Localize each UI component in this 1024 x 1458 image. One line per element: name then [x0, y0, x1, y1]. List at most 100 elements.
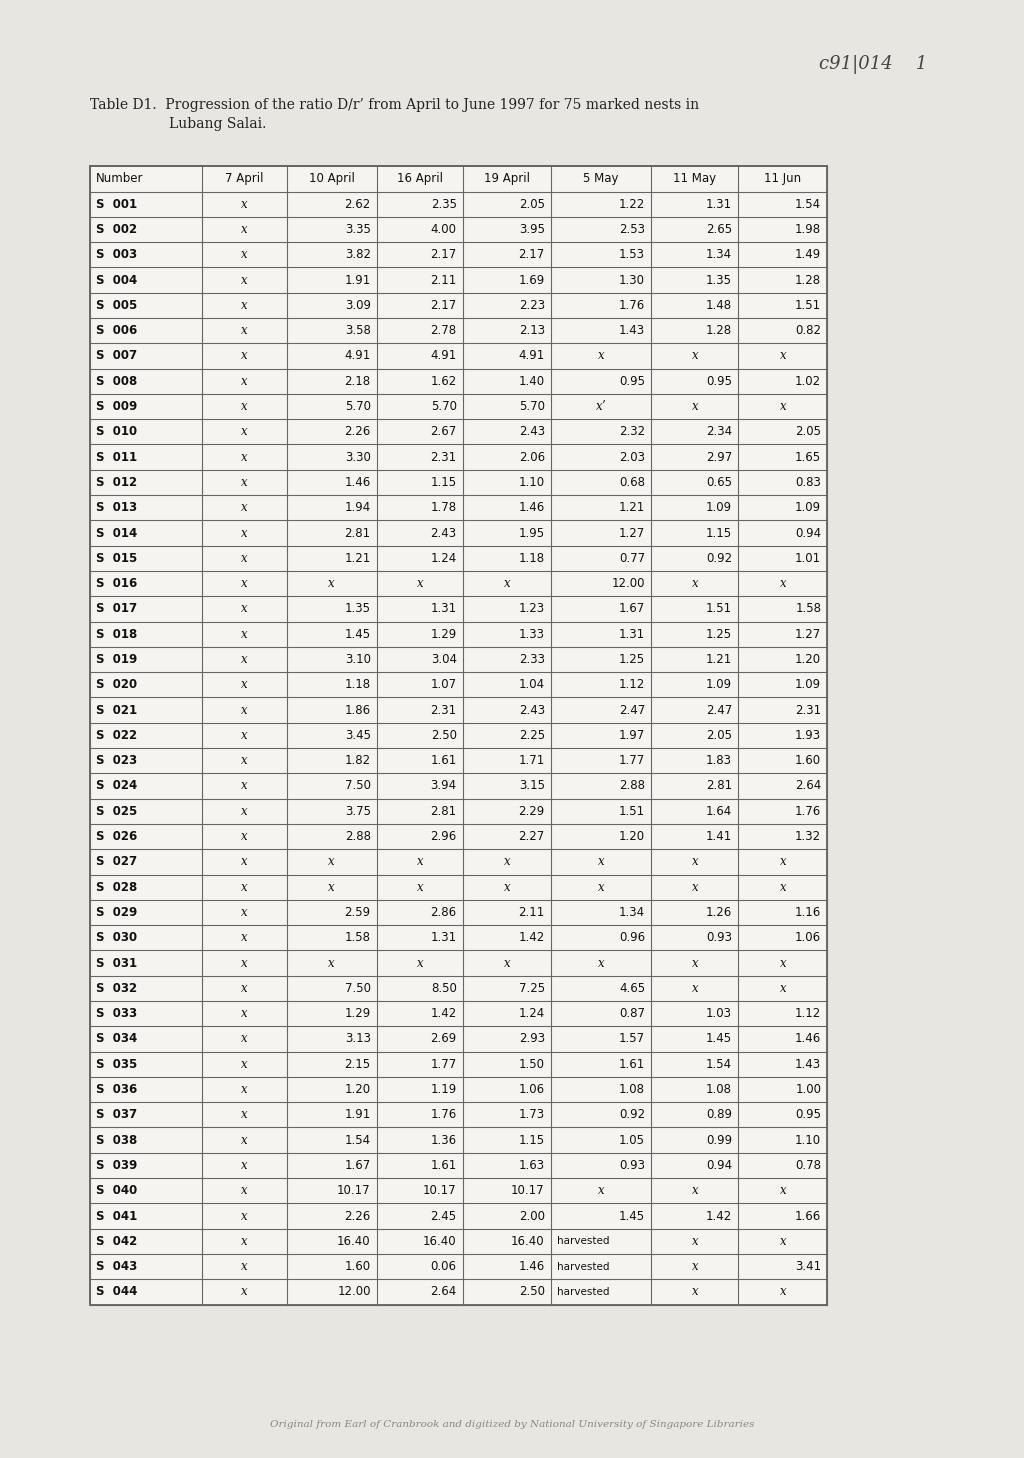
Text: S  019: S 019 — [96, 653, 137, 666]
Text: 3.94: 3.94 — [430, 780, 457, 793]
Text: harvested: harvested — [557, 1287, 609, 1298]
Text: x: x — [504, 577, 510, 590]
Text: S  010: S 010 — [96, 426, 137, 439]
Text: x: x — [241, 932, 248, 945]
Text: S  012: S 012 — [96, 475, 137, 488]
Text: 1.77: 1.77 — [430, 1057, 457, 1070]
Text: 1.57: 1.57 — [618, 1032, 645, 1045]
Text: 1.04: 1.04 — [518, 678, 545, 691]
Text: x: x — [241, 502, 248, 515]
Text: S  041: S 041 — [96, 1210, 137, 1222]
Text: x: x — [691, 1286, 698, 1299]
Text: 2.11: 2.11 — [430, 274, 457, 287]
Text: x: x — [779, 856, 786, 869]
Text: 2.81: 2.81 — [430, 805, 457, 818]
Text: 0.93: 0.93 — [707, 932, 732, 945]
Text: 1.46: 1.46 — [795, 1032, 821, 1045]
Text: x: x — [241, 653, 248, 666]
Text: 2.31: 2.31 — [430, 704, 457, 716]
Text: 3.75: 3.75 — [345, 805, 371, 818]
Text: S  013: S 013 — [96, 502, 137, 515]
Text: 2.45: 2.45 — [430, 1210, 457, 1222]
Text: 1.27: 1.27 — [795, 628, 821, 640]
Text: xʼ: xʼ — [596, 399, 606, 413]
Text: 1.61: 1.61 — [430, 1159, 457, 1172]
Text: 1.51: 1.51 — [795, 299, 821, 312]
Text: 10.17: 10.17 — [337, 1184, 371, 1197]
Text: 1.12: 1.12 — [795, 1007, 821, 1021]
Text: 1.31: 1.31 — [430, 932, 457, 945]
Text: 2.88: 2.88 — [345, 830, 371, 843]
Text: 1.35: 1.35 — [707, 274, 732, 287]
Text: 1.45: 1.45 — [618, 1210, 645, 1222]
Text: 4.00: 4.00 — [431, 223, 457, 236]
Text: 2.32: 2.32 — [618, 426, 645, 439]
Text: 1.69: 1.69 — [518, 274, 545, 287]
Text: 7 April: 7 April — [225, 172, 263, 185]
Text: 1.29: 1.29 — [344, 1007, 371, 1021]
Text: 1.58: 1.58 — [796, 602, 821, 615]
Text: 2.29: 2.29 — [518, 805, 545, 818]
Text: S  038: S 038 — [96, 1134, 137, 1146]
Text: 2.17: 2.17 — [518, 248, 545, 261]
Text: x: x — [241, 830, 248, 843]
Text: x: x — [691, 577, 698, 590]
Text: 5 May: 5 May — [584, 172, 618, 185]
Text: 1.95: 1.95 — [518, 526, 545, 539]
Text: 10.17: 10.17 — [423, 1184, 457, 1197]
Text: 1.36: 1.36 — [430, 1134, 457, 1146]
Text: 2.50: 2.50 — [519, 1286, 545, 1299]
Text: 1.25: 1.25 — [618, 653, 645, 666]
Text: x: x — [241, 551, 248, 564]
Text: Original from Earl of Cranbrook and digitized by National University of Singapor: Original from Earl of Cranbrook and digi… — [269, 1420, 755, 1429]
Text: x: x — [691, 1184, 698, 1197]
Text: x: x — [241, 375, 248, 388]
Text: 2.03: 2.03 — [620, 451, 645, 464]
Text: 1.20: 1.20 — [618, 830, 645, 843]
Text: 1.42: 1.42 — [706, 1210, 732, 1222]
Text: S  042: S 042 — [96, 1235, 137, 1248]
Text: S  035: S 035 — [96, 1057, 137, 1070]
Text: x: x — [241, 451, 248, 464]
Text: x: x — [779, 1235, 786, 1248]
Text: x: x — [329, 577, 335, 590]
Text: 16 April: 16 April — [397, 172, 442, 185]
Text: 1.03: 1.03 — [707, 1007, 732, 1021]
Text: S  032: S 032 — [96, 981, 137, 994]
Text: 2.35: 2.35 — [431, 198, 457, 210]
Text: 2.05: 2.05 — [707, 729, 732, 742]
Text: 1.53: 1.53 — [620, 248, 645, 261]
Text: 1.15: 1.15 — [430, 475, 457, 488]
Text: x: x — [241, 1057, 248, 1070]
Text: S  001: S 001 — [96, 198, 137, 210]
Text: x: x — [241, 526, 248, 539]
Text: 1.35: 1.35 — [345, 602, 371, 615]
Text: S  014: S 014 — [96, 526, 137, 539]
Text: x: x — [417, 577, 423, 590]
Text: S  026: S 026 — [96, 830, 137, 843]
Text: 1.58: 1.58 — [345, 932, 371, 945]
Text: 1.12: 1.12 — [618, 678, 645, 691]
Text: S  004: S 004 — [96, 274, 137, 287]
Text: S  043: S 043 — [96, 1260, 137, 1273]
Text: x: x — [779, 881, 786, 894]
Text: x: x — [241, 1210, 248, 1222]
Text: 1.82: 1.82 — [344, 754, 371, 767]
Text: 2.06: 2.06 — [518, 451, 545, 464]
Text: 2.47: 2.47 — [706, 704, 732, 716]
Text: 1.15: 1.15 — [518, 1134, 545, 1146]
Text: x: x — [417, 956, 423, 970]
Text: 3.09: 3.09 — [345, 299, 371, 312]
Text: 0.92: 0.92 — [618, 1108, 645, 1121]
Text: 1.60: 1.60 — [795, 754, 821, 767]
Text: 2.26: 2.26 — [344, 426, 371, 439]
Text: S  017: S 017 — [96, 602, 137, 615]
Text: 0.82: 0.82 — [796, 324, 821, 337]
Text: S  007: S 007 — [96, 350, 137, 363]
Text: 1.21: 1.21 — [344, 551, 371, 564]
Text: 2.00: 2.00 — [519, 1210, 545, 1222]
Text: S  018: S 018 — [96, 628, 137, 640]
Text: x: x — [241, 198, 248, 210]
Text: 1.28: 1.28 — [795, 274, 821, 287]
Text: S  002: S 002 — [96, 223, 137, 236]
